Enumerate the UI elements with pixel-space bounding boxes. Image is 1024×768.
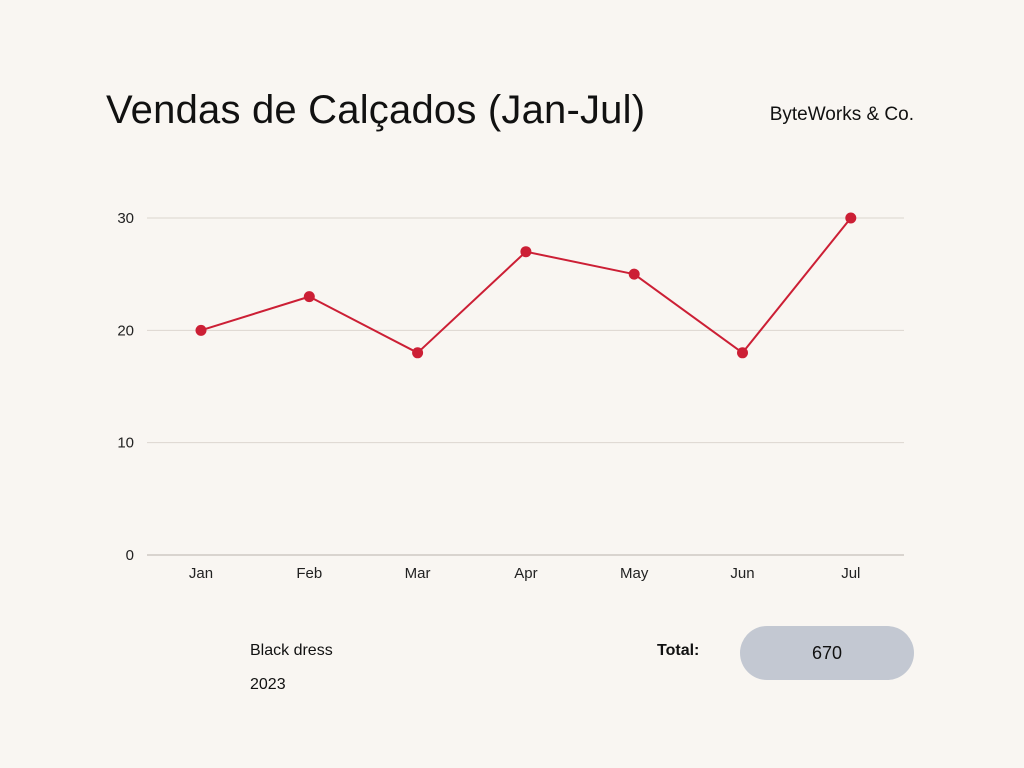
series — [195, 212, 857, 359]
x-axis-ticks: Jan Feb Mar Apr May Jun Jul — [189, 565, 860, 582]
total-value: 670 — [811, 642, 843, 663]
y-tick-label: 0 — [126, 547, 134, 564]
y-tick-label: 30 — [117, 210, 134, 227]
total-label: Total: — [657, 642, 700, 659]
data-point — [303, 291, 315, 303]
year-label: 2023 — [250, 676, 286, 693]
y-tick-label: 20 — [117, 322, 134, 339]
data-point — [520, 246, 532, 258]
company-name: ByteWorks & Co. — [769, 104, 914, 125]
product-label: Black dress — [250, 642, 333, 659]
data-point — [412, 347, 424, 359]
y-tick-label: 10 — [117, 435, 134, 452]
x-tick-label: May — [620, 565, 649, 582]
x-tick-label: Mar — [405, 565, 431, 582]
y-axis-ticks: 0 10 20 30 — [117, 210, 134, 564]
data-point — [195, 324, 207, 336]
total-value-badge: 670 — [740, 626, 914, 680]
data-point — [737, 347, 748, 359]
data-point — [845, 212, 857, 224]
page-title: Vendas de Calçados (Jan-Jul) — [106, 88, 646, 132]
x-tick-label: Jul — [841, 565, 860, 582]
x-tick-label: Jun — [730, 565, 754, 582]
x-tick-label: Jan — [189, 565, 213, 582]
data-point — [628, 268, 640, 280]
series-line — [200, 217, 852, 354]
x-tick-label: Feb — [296, 565, 322, 582]
grid-lines — [147, 217, 904, 556]
x-tick-label: Apr — [514, 565, 537, 582]
